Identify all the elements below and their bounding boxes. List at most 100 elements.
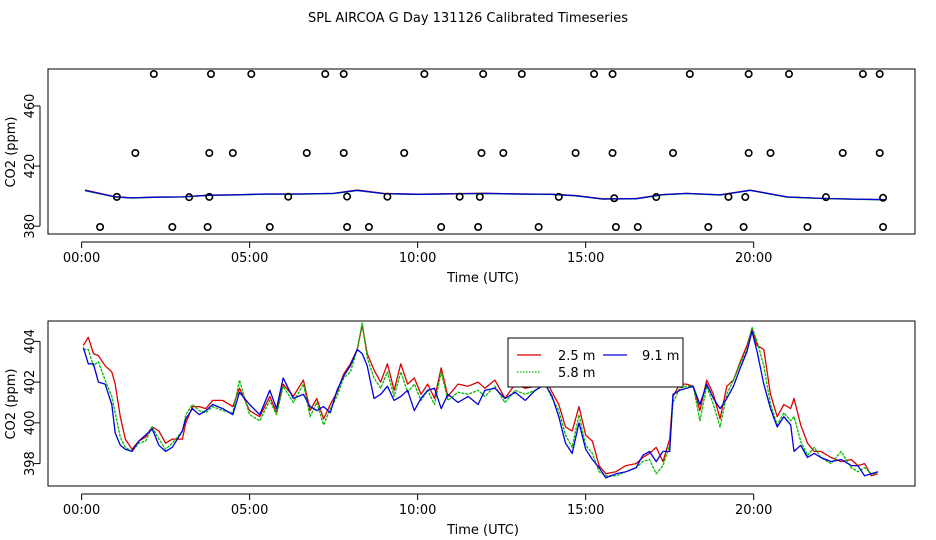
outlier-point-high	[206, 70, 215, 79]
outlier-point-low	[168, 223, 177, 232]
outlier-point-low	[265, 223, 274, 232]
bottom-series-line-9-1-m	[82, 330, 879, 479]
outlier-point-low	[343, 223, 352, 232]
outlier-point-low	[803, 223, 812, 232]
bottom-y-axis-label: CO2 (ppm)	[4, 368, 19, 439]
outlier-point-near-line	[821, 193, 830, 202]
top-plot-frame	[47, 68, 916, 235]
outlier-point-high	[479, 70, 488, 79]
outlier-point-near-line	[185, 193, 194, 202]
outlier-point-low	[739, 223, 748, 232]
bottom-x-tick-label: 15:00	[567, 503, 604, 518]
outlier-point-mid	[669, 149, 678, 158]
top-x-tick-label: 05:00	[231, 251, 268, 266]
outlier-point-near-line	[724, 192, 733, 201]
bottom-x-tick-label: 00:00	[63, 503, 100, 518]
outlier-point-near-line	[610, 194, 619, 203]
bottom-x-axis-label: Time (UTC)	[446, 523, 519, 538]
outlier-point-low	[611, 223, 620, 232]
top-panel: 00:00 05:00 10:00 15:00 20:00 380 420 460 Time…	[4, 68, 916, 286]
outlier-point-high	[420, 70, 429, 79]
outlier-point-high	[685, 70, 694, 79]
outlier-point-near-line	[879, 193, 888, 202]
bottom-y-tick-label: 400	[23, 410, 38, 435]
outlier-point-high	[784, 70, 793, 79]
outlier-point-low	[474, 223, 483, 232]
top-x-axis: 00:00 05:00 10:00 15:00 20:00	[63, 241, 772, 266]
bottom-plot-frame	[47, 320, 916, 487]
outlier-point-high	[321, 70, 330, 79]
figure-title: SPL AIRCOA G Day 131126 Calibrated Times…	[308, 11, 628, 26]
top-y-tick-label: 460	[23, 94, 38, 119]
legend-label-5-8m: 5.8 m	[558, 366, 595, 381]
bottom-x-tick-label: 20:00	[735, 503, 772, 518]
bottom-y-tick-label: 404	[23, 329, 38, 354]
outlier-point-high	[744, 70, 753, 79]
outlier-point-mid	[608, 149, 617, 158]
bottom-x-tick-label: 10:00	[399, 503, 436, 518]
outlier-point-mid	[766, 149, 775, 158]
outlier-point-mid	[339, 149, 348, 158]
top-y-axis: 380 420 460	[23, 94, 41, 239]
outlier-point-low	[364, 223, 373, 232]
outlier-point-low	[203, 223, 212, 232]
top-y-tick-label: 380	[23, 214, 38, 239]
outlier-point-high	[875, 70, 884, 79]
outlier-point-mid	[744, 149, 753, 158]
outlier-point-mid	[205, 149, 214, 158]
outlier-point-near-line	[741, 193, 750, 202]
outlier-point-low	[633, 223, 642, 232]
outlier-point-near-line	[652, 193, 661, 202]
outlier-point-mid	[477, 149, 486, 158]
top-x-tick-label: 10:00	[399, 251, 436, 266]
outlier-point-mid	[875, 149, 884, 158]
bottom-y-axis: 398 400 402 404	[23, 329, 41, 476]
top-outlier-points	[96, 70, 888, 232]
outlier-point-low	[96, 223, 105, 232]
outlier-point-mid	[400, 149, 409, 158]
bottom-y-tick-label: 402	[23, 370, 38, 395]
outlier-point-near-line	[475, 192, 484, 201]
outlier-point-mid	[131, 149, 140, 158]
top-y-tick-label: 420	[23, 154, 38, 179]
top-x-axis-label: Time (UTC)	[446, 271, 519, 286]
outlier-point-near-line	[343, 192, 352, 201]
top-x-tick-label: 00:00	[63, 251, 100, 266]
outlier-point-mid	[302, 149, 311, 158]
outlier-point-high	[517, 70, 526, 79]
outlier-point-high	[339, 70, 348, 79]
top-x-tick-label: 20:00	[735, 251, 772, 266]
outlier-point-low	[879, 223, 888, 232]
outlier-point-near-line	[112, 192, 121, 201]
bottom-series-lines	[82, 322, 879, 479]
bottom-series-line-5-8-m	[83, 322, 878, 477]
outlier-point-near-line	[455, 192, 464, 201]
top-y-axis-label: CO2 (ppm)	[4, 116, 19, 187]
top-series-lines	[84, 189, 885, 201]
outlier-point-high	[590, 70, 599, 79]
legend-box	[507, 337, 684, 388]
legend: 2.5 m 9.1 m 5.8 m	[507, 337, 684, 388]
legend-label-9-1m: 9.1 m	[642, 349, 679, 364]
outlier-point-mid	[838, 149, 847, 158]
outlier-point-mid	[499, 149, 508, 158]
outlier-point-high	[247, 70, 256, 79]
outlier-point-near-line	[383, 192, 392, 201]
outlier-point-mid	[571, 149, 580, 158]
top-x-tick-label: 15:00	[567, 251, 604, 266]
outlier-point-near-line	[284, 192, 293, 201]
bottom-x-axis: 00:00 05:00 10:00 15:00 20:00	[63, 493, 772, 518]
bottom-panel: 00:00 05:00 10:00 15:00 20:00 398 400 402 404 T…	[4, 320, 916, 538]
outlier-point-near-line	[554, 192, 563, 201]
top-series-line-9-1-m	[84, 189, 885, 201]
outlier-point-low	[704, 223, 713, 232]
outlier-point-mid	[228, 149, 237, 158]
legend-label-2-5m: 2.5 m	[558, 349, 595, 364]
outlier-point-low	[534, 223, 543, 232]
outlier-point-high	[608, 70, 617, 79]
outlier-point-low	[437, 223, 446, 232]
outlier-point-high	[858, 70, 867, 79]
bottom-y-tick-label: 398	[23, 451, 38, 476]
outlier-point-high	[149, 70, 158, 79]
